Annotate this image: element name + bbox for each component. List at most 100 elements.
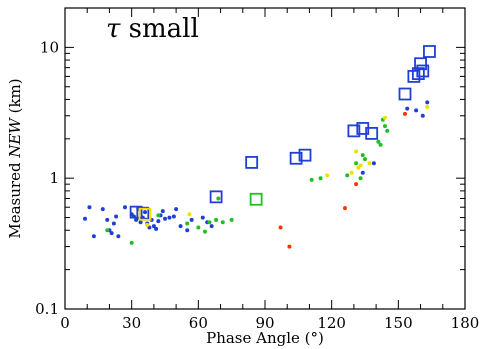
plot-frame bbox=[64, 7, 466, 310]
data-point-square bbox=[411, 67, 425, 81]
data-point-dot bbox=[207, 220, 212, 225]
data-point-dot bbox=[378, 142, 383, 147]
data-point-dot bbox=[156, 219, 161, 224]
data-point-square bbox=[209, 190, 223, 204]
data-point-square bbox=[365, 126, 379, 140]
data-point-square bbox=[423, 45, 436, 58]
y-tick-label: 1 bbox=[49, 169, 59, 187]
x-axis-title: Phase Angle (°) bbox=[206, 329, 324, 347]
y-tick-label: 0.1 bbox=[35, 300, 59, 318]
data-point-dot bbox=[371, 161, 376, 166]
data-point-dot bbox=[383, 115, 387, 120]
data-point-dot bbox=[87, 205, 92, 210]
y-axis-title-part: Measured bbox=[6, 158, 24, 239]
data-point-dot bbox=[129, 240, 134, 245]
data-point-dot bbox=[156, 213, 161, 218]
y-tick-label: 10 bbox=[40, 38, 59, 56]
data-point-dot bbox=[278, 225, 283, 230]
annotation-part: τ bbox=[106, 14, 121, 44]
data-point-dot bbox=[160, 209, 165, 214]
data-point-dot bbox=[123, 205, 127, 210]
data-point-dot bbox=[403, 111, 407, 116]
data-point-square bbox=[414, 57, 427, 71]
data-point-dot bbox=[143, 210, 147, 215]
data-point-dot bbox=[171, 214, 176, 219]
data-point-dot bbox=[185, 221, 190, 226]
data-point-dot bbox=[178, 224, 183, 229]
data-point-dot bbox=[354, 149, 359, 154]
data-point-dot bbox=[420, 113, 425, 118]
data-point-dot bbox=[185, 228, 190, 233]
data-point-square bbox=[416, 64, 430, 78]
data-point-dot bbox=[196, 225, 201, 230]
data-point-dot bbox=[363, 157, 367, 162]
data-point-dot bbox=[109, 231, 114, 236]
data-point-dot bbox=[360, 170, 365, 175]
data-point-square bbox=[347, 124, 361, 138]
data-point-dot bbox=[91, 234, 96, 239]
data-point-dot bbox=[83, 216, 87, 221]
data-point-dot bbox=[376, 139, 381, 144]
data-point-square bbox=[129, 205, 143, 219]
data-point-dot bbox=[200, 215, 205, 220]
data-point-dot bbox=[349, 170, 354, 175]
data-point-dot bbox=[174, 207, 179, 212]
data-point-dot bbox=[111, 221, 116, 226]
data-point-dot bbox=[214, 217, 219, 222]
data-point-dot bbox=[163, 216, 167, 221]
data-point-dot bbox=[358, 176, 363, 181]
data-marks bbox=[83, 45, 436, 249]
data-point-dot bbox=[114, 214, 119, 219]
data-point-dot bbox=[414, 108, 419, 113]
data-point-dot bbox=[367, 161, 372, 166]
x-tick-label: 30 bbox=[122, 314, 141, 332]
data-point-dot bbox=[151, 224, 156, 229]
y-axis-title: Measured NEW (km) bbox=[6, 78, 24, 238]
data-point-dot bbox=[385, 128, 390, 133]
data-point-dot bbox=[138, 220, 143, 225]
x-tick-label: 60 bbox=[189, 314, 208, 332]
data-point-dot bbox=[100, 207, 105, 212]
data-point-square bbox=[398, 87, 412, 101]
data-point-dot bbox=[405, 106, 410, 111]
data-point-dot bbox=[354, 182, 359, 187]
x-tick-label: 120 bbox=[317, 314, 346, 332]
annotation-text: τ small bbox=[106, 14, 199, 44]
x-tick-label: 0 bbox=[60, 314, 70, 332]
data-point-square bbox=[138, 207, 152, 221]
data-point-dot bbox=[287, 244, 292, 249]
data-point-square bbox=[249, 192, 263, 206]
data-point-dot bbox=[105, 228, 110, 233]
data-point-dot bbox=[203, 229, 207, 234]
data-point-dot bbox=[187, 212, 192, 217]
data-point-dot bbox=[145, 222, 150, 227]
data-point-square bbox=[289, 151, 303, 165]
x-tick-label: 150 bbox=[384, 314, 413, 332]
data-point-square bbox=[245, 156, 259, 169]
data-point-square bbox=[136, 206, 150, 220]
x-tick-label: 90 bbox=[255, 314, 274, 332]
data-point-dot bbox=[325, 173, 330, 178]
data-point-dot bbox=[220, 220, 225, 225]
data-point-dot bbox=[318, 176, 323, 181]
data-point-dot bbox=[345, 173, 350, 178]
data-point-dot bbox=[147, 225, 152, 230]
data-point-dot bbox=[383, 124, 387, 129]
data-point-dot bbox=[154, 226, 159, 231]
data-point-dot bbox=[189, 217, 194, 222]
data-point-dot bbox=[354, 161, 359, 166]
data-point-dot bbox=[229, 217, 234, 222]
data-point-dot bbox=[167, 215, 172, 220]
annotation-part: small bbox=[120, 14, 198, 44]
data-point-dot bbox=[425, 100, 430, 105]
data-point-square bbox=[298, 148, 312, 162]
data-point-dot bbox=[360, 153, 365, 158]
data-point-dot bbox=[309, 177, 314, 182]
data-point-dot bbox=[116, 234, 121, 239]
data-point-dot bbox=[216, 196, 221, 201]
data-point-dot bbox=[358, 163, 363, 168]
data-point-dot bbox=[105, 217, 110, 222]
data-point-dot bbox=[425, 105, 430, 110]
x-tick-label: 180 bbox=[451, 314, 480, 332]
